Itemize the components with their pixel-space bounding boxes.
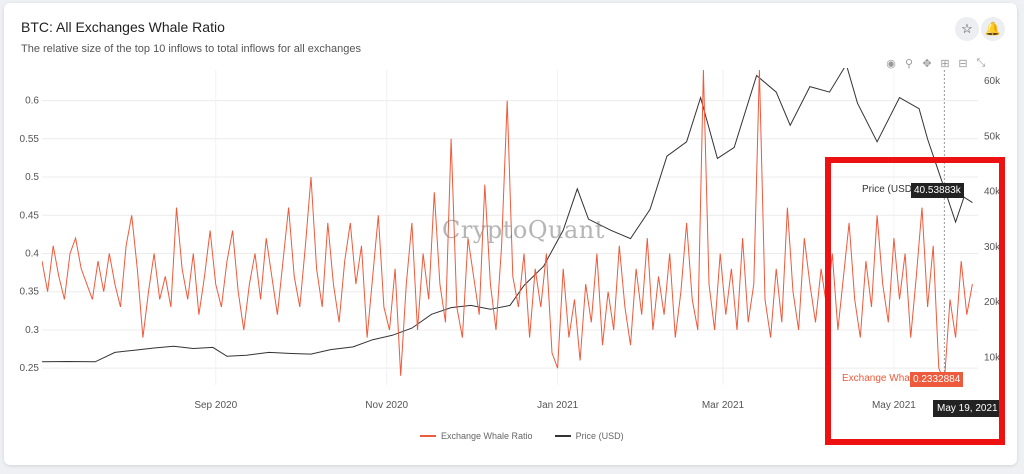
zoom-out-icon[interactable]: ⊟ [958, 57, 968, 70]
zoom-icon[interactable]: ⚲ [904, 57, 914, 70]
x-tick-label: Sep 2020 [194, 400, 237, 411]
pan-icon[interactable]: ✥ [922, 57, 932, 70]
x-tick-label: Nov 2020 [365, 400, 408, 411]
y-left-tick-label: 0.25 [20, 363, 40, 374]
y-left-tick-label: 0.4 [25, 248, 39, 259]
camera-icon[interactable]: ◉ [886, 57, 896, 70]
tooltip-date: May 19, 2021 [933, 400, 1002, 417]
y-left-tick-label: 0.3 [25, 325, 39, 336]
chart-title: BTC: All Exchanges Whale Ratio [21, 19, 225, 35]
tooltip-price-value: 40.53883k [911, 183, 964, 198]
chart-toolbar: ◉ ⚲ ✥ ⊞ ⊟ ⤡ [884, 56, 988, 70]
legend-item-price[interactable]: Price (USD) [554, 431, 624, 441]
legend-swatch-ratio [420, 435, 436, 437]
y-left-tick-label: 0.5 [25, 172, 39, 183]
tooltip-ratio-value: 0.2332884 [910, 372, 964, 387]
y-right-tick-label: 40k [984, 187, 1001, 198]
legend-item-ratio[interactable]: Exchange Whale Ratio [420, 431, 533, 441]
zoom-in-icon[interactable]: ⊞ [940, 57, 950, 70]
series-price-line [42, 68, 973, 363]
y-left-tick-label: 0.6 [25, 96, 39, 107]
y-left-tick-label: 0.45 [20, 210, 40, 221]
y-right-tick-label: 10k [984, 352, 1001, 363]
y-right-tick-label: 20k [984, 297, 1001, 308]
y-right-tick-label: 60k [984, 76, 1001, 87]
y-right-tick-label: 50k [984, 131, 1001, 142]
chart-subtitle: The relative size of the top 10 inflows … [21, 43, 361, 55]
x-tick-label: Jan 2021 [537, 400, 579, 411]
y-left-tick-label: 0.55 [20, 134, 40, 145]
y-left-tick-label: 0.35 [20, 287, 40, 298]
y-right-tick-label: 30k [984, 242, 1001, 253]
star-icon[interactable]: ☆ [955, 17, 979, 41]
tooltip-ratio-label: Exchange Wha... [842, 373, 919, 384]
x-tick-label: Mar 2021 [702, 400, 745, 411]
x-tick-label: May 2021 [872, 400, 916, 411]
legend-label-price: Price (USD) [575, 431, 624, 441]
watermark: CryptoQuant [442, 216, 605, 244]
legend-label-ratio: Exchange Whale Ratio [441, 431, 533, 441]
legend: Exchange Whale Ratio Price (USD) [420, 431, 624, 441]
legend-swatch-price [554, 435, 571, 437]
highlight-box [825, 157, 1005, 445]
autoscale-icon[interactable]: ⤡ [976, 56, 986, 69]
tooltip-price-label: Price (USD) [862, 184, 916, 195]
bell-icon[interactable]: 🔔 [981, 17, 1005, 41]
series-ratio-line [42, 69, 973, 382]
